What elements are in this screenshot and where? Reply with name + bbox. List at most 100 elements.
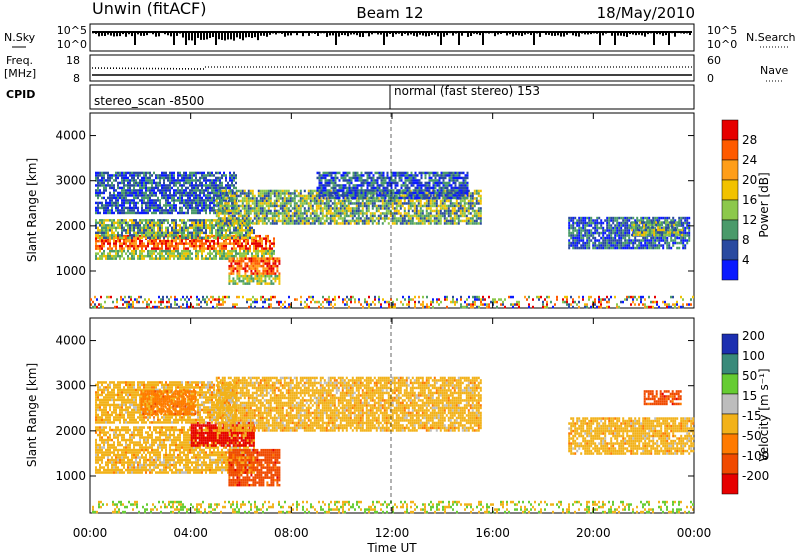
- heatmap-cell: [340, 176, 343, 180]
- heatmap-cell: [221, 199, 223, 202]
- heatmap-cell: [311, 189, 314, 193]
- heatmap-cell: [169, 184, 171, 187]
- heatmap-cell: [145, 254, 147, 258]
- heatmap-cell: [403, 219, 406, 223]
- heatmap-cell: [249, 192, 252, 195]
- heatmap-cell: [333, 199, 336, 203]
- heatmap-cell: [259, 237, 261, 240]
- heatmap-cell: [119, 236, 121, 240]
- heatmap-cell: [279, 194, 282, 198]
- heatmap-cell: [432, 181, 435, 185]
- heatmap-cell: [276, 259, 279, 263]
- heatmap-cell: [451, 209, 454, 213]
- heatmap-cell: [319, 207, 322, 210]
- heatmap-cell: [247, 192, 250, 195]
- heatmap-cell: [317, 214, 320, 218]
- nsky-bar: [260, 31, 262, 36]
- heatmap-cell: [163, 194, 165, 197]
- heatmap-cell: [199, 191, 201, 195]
- heatmap-cell: [432, 186, 435, 190]
- heatmap-cell: [380, 171, 383, 175]
- heatmap-cell: [313, 199, 316, 203]
- nsky-bar: [440, 31, 442, 45]
- heatmap-cell: [266, 282, 269, 285]
- heatmap-cell: [395, 199, 398, 203]
- heatmap-cell: [237, 209, 240, 213]
- heatmap-cell: [215, 231, 217, 235]
- nsky-bar: [548, 31, 550, 35]
- heatmap-cell: [157, 229, 159, 232]
- nsky-bar: [470, 31, 472, 36]
- heatmap-cell: [181, 219, 183, 222]
- heatmap-cell: [105, 234, 107, 237]
- heatmap-cell: [191, 181, 193, 185]
- heatmap-cell: [155, 249, 157, 253]
- heatmap-cell: [423, 202, 426, 205]
- heatmap-cell: [153, 244, 155, 248]
- heatmap-cell: [173, 201, 175, 205]
- heatmap-cell: [145, 189, 147, 192]
- heatmap-cell: [157, 247, 159, 250]
- heatmap-cell: [157, 234, 159, 237]
- heatmap-cell: [147, 242, 149, 245]
- nsky-bar: [656, 31, 658, 35]
- heatmap-cell: [423, 219, 426, 223]
- heatmap-cell: [276, 277, 279, 280]
- heatmap-cell: [205, 176, 207, 180]
- heatmap-cell: [363, 219, 366, 223]
- heatmap-cell: [439, 207, 442, 210]
- heatmap-cell: [384, 194, 387, 197]
- heatmap-cell: [586, 236, 589, 240]
- heatmap-cell: [209, 191, 211, 195]
- nsky-bar: [359, 31, 361, 37]
- heatmap-cell: [337, 212, 340, 215]
- heatmap-cell: [574, 234, 577, 237]
- heatmap-cell: [149, 191, 151, 195]
- heatmap-cell: [385, 212, 388, 215]
- heatmap-cell: [295, 207, 298, 210]
- heatmap-cell: [233, 186, 235, 190]
- heatmap-cell: [101, 231, 103, 235]
- heatmap-cell: [272, 269, 275, 273]
- heatmap-cell: [343, 217, 346, 220]
- heatmap-cell: [242, 274, 245, 278]
- heatmap-cell: [245, 247, 247, 250]
- heatmap-cell: [215, 212, 218, 215]
- heatmap-cell: [179, 171, 181, 175]
- heatmap-cell: [159, 234, 161, 237]
- heatmap-cell: [262, 269, 265, 273]
- heatmap-cell: [229, 189, 232, 193]
- heatmap-cell: [402, 174, 405, 177]
- heatmap-cell: [469, 219, 472, 223]
- heatmap-cell: [438, 181, 441, 185]
- heatmap-cell: [113, 189, 115, 192]
- cpid-mode-2: normal (fast stereo) 153: [394, 84, 540, 98]
- heatmap-cell: [111, 211, 113, 215]
- nave-trace-a: [91, 67, 206, 70]
- nsky-bar: [110, 31, 112, 36]
- heatmap-cell: [265, 252, 267, 255]
- heatmap-cell: [418, 191, 421, 195]
- heatmap-cell: [223, 234, 225, 237]
- heatmap-cell: [201, 184, 203, 187]
- heatmap-cell: [420, 174, 423, 177]
- heatmap-cell: [344, 184, 347, 187]
- heatmap-cell: [315, 214, 318, 218]
- heatmap-cell: [111, 254, 113, 258]
- heatmap-cell: [269, 244, 271, 248]
- heatmap-cell: [127, 211, 129, 215]
- heatmap-cell: [95, 231, 97, 235]
- heatmap-cell: [219, 242, 221, 245]
- heatmap-cell: [383, 217, 386, 220]
- heatmap-cell: [191, 209, 193, 212]
- heatmap-cell: [362, 191, 365, 195]
- heatmap-cell: [322, 184, 325, 187]
- heatmap-cell: [425, 217, 428, 220]
- nsky-bar: [437, 31, 439, 37]
- heatmap-cell: [380, 181, 383, 185]
- heatmap-cell: [255, 247, 257, 250]
- heatmap-cell: [269, 239, 271, 243]
- heatmap-cell: [243, 192, 246, 195]
- heatmap-cell: [265, 189, 268, 193]
- heatmap-cell: [357, 209, 360, 213]
